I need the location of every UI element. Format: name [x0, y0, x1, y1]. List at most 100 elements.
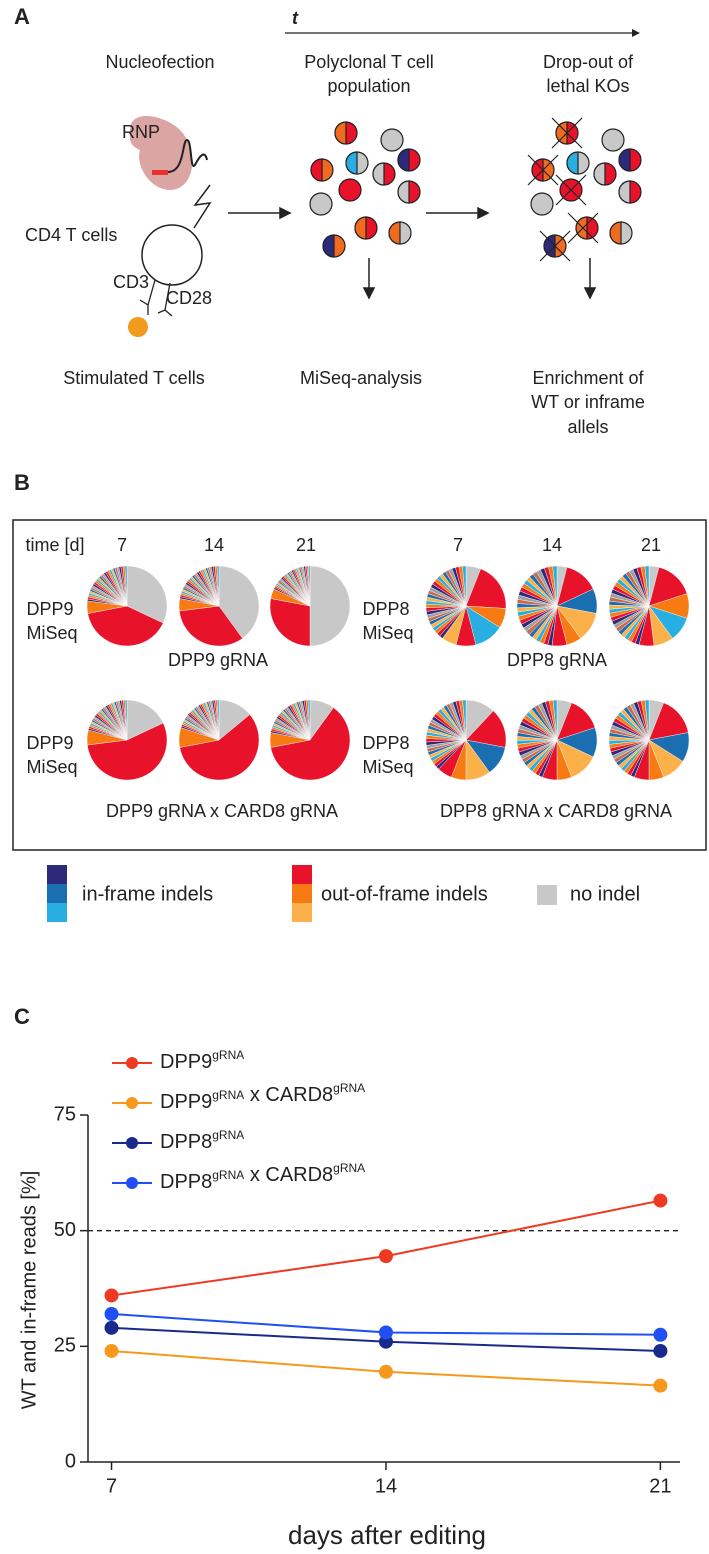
pie-slice [552, 565, 558, 607]
cell-half [334, 121, 347, 145]
day-label: 21 [641, 535, 661, 555]
legend-superscript: gRNA [212, 1168, 244, 1182]
cross [555, 174, 587, 206]
legend-swatch [292, 865, 312, 884]
legend-label: DPP8gRNA [160, 1128, 244, 1153]
pie-slice [124, 565, 128, 607]
legend-text: DPP8 [160, 1171, 212, 1193]
legend-swatch [292, 884, 312, 903]
cd28-label: CD28 [166, 288, 212, 308]
y-tick-label: 75 [54, 1103, 76, 1125]
cell-half [566, 151, 579, 175]
x-axis-label: days after editing [288, 1520, 486, 1550]
legend-label: DPP8gRNA x CARD8gRNA [160, 1161, 365, 1193]
legend-label: in-frame indels [82, 883, 213, 905]
cell-population [309, 117, 642, 262]
legend-text: DPP9 [160, 1091, 212, 1113]
data-point [653, 1327, 668, 1342]
pie-slice [269, 598, 311, 647]
row-caption: DPP8 gRNA x CARD8 gRNA [440, 801, 672, 821]
data-point [104, 1343, 119, 1358]
cd4-label: CD4 T cells [25, 225, 117, 245]
data-point [104, 1320, 119, 1335]
cell-half [593, 162, 606, 186]
pie-slice [126, 565, 168, 624]
arrow-head [583, 287, 597, 300]
panel-letter: A [14, 4, 30, 29]
legend-text: DPP9 [160, 1051, 212, 1073]
row-label: MiSeq [26, 623, 77, 643]
cd3-label: CD3 [113, 272, 149, 292]
rnp-label: RNP [122, 122, 160, 142]
legend-label: DPP9gRNA x CARD8gRNA [160, 1081, 365, 1113]
series-line [111, 1199, 661, 1297]
cell-half [618, 148, 631, 172]
day-label: 7 [117, 535, 127, 555]
legend-superscript: gRNA [212, 1088, 244, 1102]
cell-half [345, 151, 358, 175]
cell-half [555, 121, 568, 145]
y-tick-label: 25 [54, 1335, 76, 1357]
legend-text: x CARD8 [244, 1084, 333, 1106]
grna [152, 170, 168, 175]
data-point [104, 1288, 119, 1303]
data-point [104, 1306, 119, 1321]
col-caption: allels [567, 417, 608, 437]
cell [338, 178, 362, 202]
row-label: DPP9 [26, 599, 73, 619]
row-label: MiSeq [26, 757, 77, 777]
pie-slice [465, 568, 507, 609]
pie-slice [462, 699, 467, 741]
legend-swatch [537, 885, 557, 905]
cell-half [310, 158, 323, 182]
col-title: Drop-out of [543, 52, 634, 72]
pie-slice [124, 699, 128, 741]
legend-superscript: gRNA [212, 1048, 244, 1062]
legend-text: x CARD8 [244, 1164, 333, 1186]
cell [380, 128, 404, 152]
day-label: 14 [542, 535, 562, 555]
t-cell [141, 224, 203, 286]
cell-half [354, 216, 367, 240]
panel-letter: C [14, 1004, 30, 1029]
row-label: DPP8 [362, 599, 409, 619]
data-point [378, 1249, 393, 1264]
pie-slice [308, 565, 311, 607]
pie-slice [462, 565, 467, 607]
arrow-head [632, 29, 640, 37]
cell-half [397, 180, 410, 204]
pie-slice [87, 722, 168, 781]
pie-slice [644, 565, 650, 607]
row-label: DPP9 [26, 733, 73, 753]
arrow-head [279, 206, 292, 220]
data-point [378, 1325, 393, 1340]
pie-slice [216, 699, 220, 741]
pie-slice [216, 565, 220, 607]
cross [551, 117, 583, 149]
cross [539, 230, 571, 262]
row-caption: DPP9 gRNA x CARD8 gRNA [106, 801, 338, 821]
pie-slice [87, 605, 164, 647]
row-label: MiSeq [362, 623, 413, 643]
day-label: 14 [204, 535, 224, 555]
x-tick-label: 14 [375, 1475, 397, 1497]
col-caption: Stimulated T cells [63, 368, 204, 388]
data-point [653, 1193, 668, 1208]
day-label: 21 [296, 535, 316, 555]
col-title: Nucleofection [105, 52, 214, 72]
col-title: lethal KOs [546, 76, 629, 96]
time-header: time [d] [25, 535, 84, 555]
indel-legend: in-frame indels out-of-frame indels no ind… [47, 865, 640, 922]
cell [530, 192, 554, 216]
legend-swatch [292, 903, 312, 922]
pie-slice [218, 565, 260, 639]
cell-half [397, 148, 410, 172]
pie-slice [179, 714, 260, 781]
cell-half [618, 180, 631, 204]
data-point [653, 1378, 668, 1393]
cell-half [543, 234, 556, 258]
legend-superscript: gRNA [333, 1161, 365, 1175]
time-label: t [292, 8, 299, 28]
panel-box [12, 519, 707, 851]
pies [86, 565, 690, 781]
